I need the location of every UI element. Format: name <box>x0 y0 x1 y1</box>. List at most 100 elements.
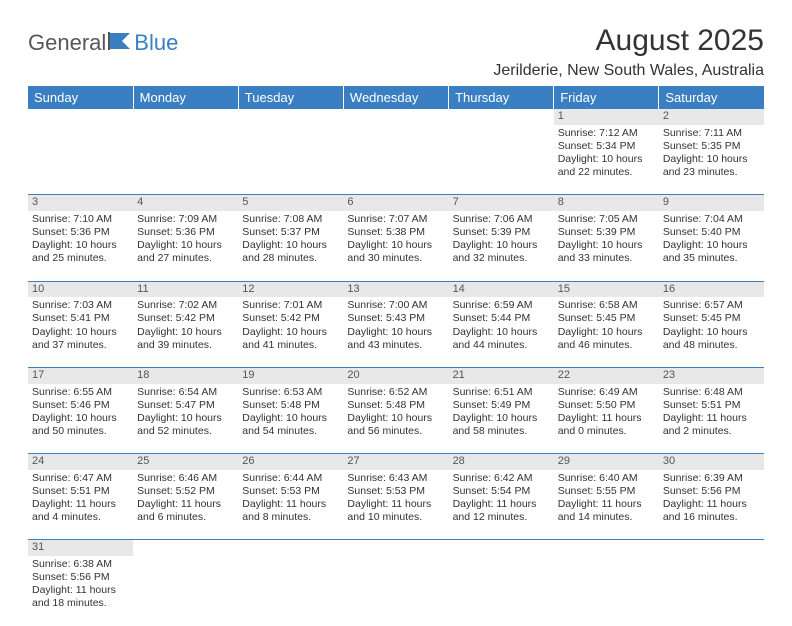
daylight-line: and 12 minutes. <box>453 511 550 524</box>
daylight-line: and 32 minutes. <box>453 252 550 265</box>
sunrise-line: Sunrise: 7:04 AM <box>663 213 760 226</box>
daylight-line: and 54 minutes. <box>242 425 339 438</box>
sunrise-line: Sunrise: 6:48 AM <box>663 386 760 399</box>
daylight-line: Daylight: 10 hours <box>242 326 339 339</box>
sunset-line: Sunset: 5:55 PM <box>558 485 655 498</box>
daylight-line: and 39 minutes. <box>137 339 234 352</box>
day-header: Thursday <box>449 86 554 109</box>
day-number-cell: 8 <box>554 195 659 211</box>
day-cell <box>238 556 343 626</box>
logo: General Blue <box>28 24 178 56</box>
sunset-line: Sunset: 5:53 PM <box>242 485 339 498</box>
flag-icon <box>108 31 134 56</box>
daylight-line: and 25 minutes. <box>32 252 129 265</box>
sunset-line: Sunset: 5:49 PM <box>453 399 550 412</box>
sunrise-line: Sunrise: 7:03 AM <box>32 299 129 312</box>
day-number-cell: 21 <box>449 367 554 383</box>
daylight-line: and 10 minutes. <box>347 511 444 524</box>
sunset-line: Sunset: 5:40 PM <box>663 226 760 239</box>
day-cell: Sunrise: 6:46 AMSunset: 5:52 PMDaylight:… <box>133 470 238 540</box>
sunrise-line: Sunrise: 6:39 AM <box>663 472 760 485</box>
sunrise-line: Sunrise: 7:12 AM <box>558 127 655 140</box>
day-cell: Sunrise: 7:07 AMSunset: 5:38 PMDaylight:… <box>343 211 448 281</box>
daylight-line: and 14 minutes. <box>558 511 655 524</box>
day-number-cell: 14 <box>449 281 554 297</box>
daylight-line: and 48 minutes. <box>663 339 760 352</box>
day-cell <box>449 125 554 195</box>
daylight-line: Daylight: 10 hours <box>558 153 655 166</box>
day-number-row: 10111213141516 <box>28 281 764 297</box>
sunrise-line: Sunrise: 6:47 AM <box>32 472 129 485</box>
sunrise-line: Sunrise: 7:10 AM <box>32 213 129 226</box>
day-cell: Sunrise: 6:44 AMSunset: 5:53 PMDaylight:… <box>238 470 343 540</box>
daylight-line: and 41 minutes. <box>242 339 339 352</box>
day-number-row: 17181920212223 <box>28 367 764 383</box>
day-number-cell: 29 <box>554 454 659 470</box>
sunrise-line: Sunrise: 6:38 AM <box>32 558 129 571</box>
daylight-line: and 18 minutes. <box>32 597 129 610</box>
day-content-row: Sunrise: 6:47 AMSunset: 5:51 PMDaylight:… <box>28 470 764 540</box>
calendar-body: 12 Sunrise: 7:12 AMSunset: 5:34 PMDayligh… <box>28 109 764 626</box>
sunset-line: Sunset: 5:48 PM <box>347 399 444 412</box>
daylight-line: Daylight: 10 hours <box>137 239 234 252</box>
day-number-cell: 18 <box>133 367 238 383</box>
day-number-cell: 3 <box>28 195 133 211</box>
sunset-line: Sunset: 5:48 PM <box>242 399 339 412</box>
day-number-cell: 15 <box>554 281 659 297</box>
sunrise-line: Sunrise: 6:52 AM <box>347 386 444 399</box>
daylight-line: Daylight: 10 hours <box>347 239 444 252</box>
day-number-cell: 25 <box>133 454 238 470</box>
day-cell: Sunrise: 6:57 AMSunset: 5:45 PMDaylight:… <box>659 297 764 367</box>
daylight-line: Daylight: 10 hours <box>32 326 129 339</box>
daylight-line: and 44 minutes. <box>453 339 550 352</box>
sunset-line: Sunset: 5:56 PM <box>663 485 760 498</box>
day-cell: Sunrise: 7:02 AMSunset: 5:42 PMDaylight:… <box>133 297 238 367</box>
daylight-line: and 8 minutes. <box>242 511 339 524</box>
sunrise-line: Sunrise: 7:09 AM <box>137 213 234 226</box>
day-number-row: 24252627282930 <box>28 454 764 470</box>
sunset-line: Sunset: 5:45 PM <box>663 312 760 325</box>
sunrise-line: Sunrise: 7:06 AM <box>453 213 550 226</box>
day-number-cell <box>343 540 448 556</box>
sunset-line: Sunset: 5:46 PM <box>32 399 129 412</box>
day-number-cell: 10 <box>28 281 133 297</box>
day-content-row: Sunrise: 7:03 AMSunset: 5:41 PMDaylight:… <box>28 297 764 367</box>
day-cell: Sunrise: 6:38 AMSunset: 5:56 PMDaylight:… <box>28 556 133 626</box>
sunset-line: Sunset: 5:42 PM <box>242 312 339 325</box>
day-number-cell: 12 <box>238 281 343 297</box>
daylight-line: Daylight: 10 hours <box>558 239 655 252</box>
daylight-line: Daylight: 11 hours <box>137 498 234 511</box>
day-cell: Sunrise: 6:49 AMSunset: 5:50 PMDaylight:… <box>554 384 659 454</box>
day-cell: Sunrise: 6:58 AMSunset: 5:45 PMDaylight:… <box>554 297 659 367</box>
sunset-line: Sunset: 5:35 PM <box>663 140 760 153</box>
daylight-line: Daylight: 10 hours <box>663 153 760 166</box>
sunrise-line: Sunrise: 6:43 AM <box>347 472 444 485</box>
day-cell: Sunrise: 6:48 AMSunset: 5:51 PMDaylight:… <box>659 384 764 454</box>
day-cell <box>133 125 238 195</box>
sunset-line: Sunset: 5:37 PM <box>242 226 339 239</box>
sunset-line: Sunset: 5:43 PM <box>347 312 444 325</box>
day-number-cell: 5 <box>238 195 343 211</box>
daylight-line: Daylight: 10 hours <box>453 412 550 425</box>
daylight-line: and 46 minutes. <box>558 339 655 352</box>
day-cell: Sunrise: 6:52 AMSunset: 5:48 PMDaylight:… <box>343 384 448 454</box>
daylight-line: and 27 minutes. <box>137 252 234 265</box>
page: General Blue August 2025 Jerilderie, New… <box>0 0 792 626</box>
day-cell: Sunrise: 7:04 AMSunset: 5:40 PMDaylight:… <box>659 211 764 281</box>
daylight-line: Daylight: 10 hours <box>137 412 234 425</box>
daylight-line: Daylight: 10 hours <box>558 326 655 339</box>
sunset-line: Sunset: 5:39 PM <box>558 226 655 239</box>
day-content-row: Sunrise: 6:55 AMSunset: 5:46 PMDaylight:… <box>28 384 764 454</box>
day-number-cell: 24 <box>28 454 133 470</box>
day-header: Wednesday <box>343 86 448 109</box>
daylight-line: Daylight: 10 hours <box>242 239 339 252</box>
sunrise-line: Sunrise: 7:01 AM <box>242 299 339 312</box>
day-cell: Sunrise: 6:43 AMSunset: 5:53 PMDaylight:… <box>343 470 448 540</box>
daylight-line: and 28 minutes. <box>242 252 339 265</box>
daylight-line: Daylight: 10 hours <box>663 326 760 339</box>
day-cell: Sunrise: 7:06 AMSunset: 5:39 PMDaylight:… <box>449 211 554 281</box>
day-number-cell <box>449 540 554 556</box>
day-header: Tuesday <box>238 86 343 109</box>
day-cell: Sunrise: 7:12 AMSunset: 5:34 PMDaylight:… <box>554 125 659 195</box>
sunrise-line: Sunrise: 7:07 AM <box>347 213 444 226</box>
